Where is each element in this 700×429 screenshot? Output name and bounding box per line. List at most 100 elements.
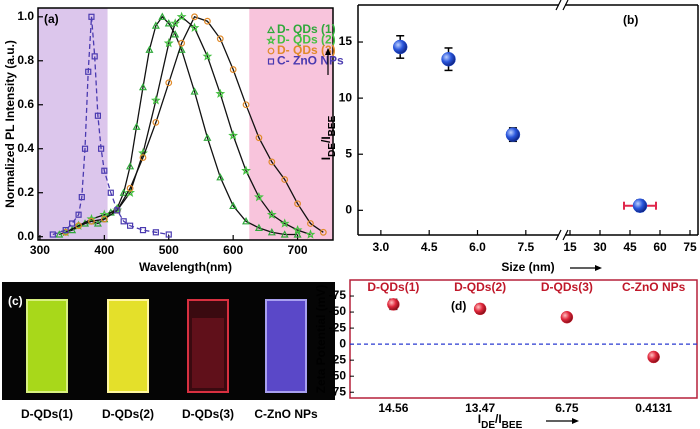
legend-label: D- QDs (2) xyxy=(277,33,336,47)
legend-marker xyxy=(267,58,275,65)
x-tick-label: 7.5 xyxy=(517,240,534,254)
marker xyxy=(107,189,114,196)
x-axis-label: Wavelength(nm) xyxy=(139,260,232,274)
x-label-arrowhead xyxy=(595,265,602,271)
x-tick-label: 14.56 xyxy=(378,401,408,415)
axis-label: IDE/IBEE xyxy=(319,115,338,160)
marker xyxy=(229,66,237,73)
x-tick-label: 30 xyxy=(593,240,607,254)
plot-frame xyxy=(349,279,698,399)
cuvette xyxy=(26,299,68,393)
top-label: D-QDs(3) xyxy=(541,280,593,294)
marker xyxy=(294,200,301,208)
marker xyxy=(266,209,277,219)
y-tick-label: 25 xyxy=(333,352,347,366)
y-tick-label: 0.2 xyxy=(17,185,34,199)
marker xyxy=(69,220,76,227)
label-part: /I xyxy=(495,412,502,426)
marker xyxy=(158,12,167,20)
marker xyxy=(241,165,251,176)
shaded-region xyxy=(38,8,108,240)
y-tick-label: 1.0 xyxy=(17,9,34,23)
y-tick-label: 0.0 xyxy=(17,229,34,243)
axis-break xyxy=(562,229,569,241)
marker xyxy=(94,112,102,119)
point xyxy=(560,310,574,324)
marker xyxy=(216,173,225,181)
marker xyxy=(138,82,147,91)
legend-marker xyxy=(266,35,276,45)
caption: D-QDs(2) xyxy=(102,407,154,421)
label-part: I xyxy=(319,157,333,160)
y-tick-label: 0.6 xyxy=(17,97,34,111)
marker xyxy=(85,68,92,75)
legend-label: D- QDs (1) xyxy=(277,22,336,36)
marker xyxy=(242,217,251,225)
series-line xyxy=(52,16,169,236)
panel-label: (a) xyxy=(44,12,59,26)
marker xyxy=(305,229,316,239)
top-label: C-ZnO NPs xyxy=(622,280,686,294)
marker xyxy=(88,217,95,225)
marker xyxy=(163,37,174,48)
marker xyxy=(267,228,276,236)
marker xyxy=(55,230,64,238)
point xyxy=(647,350,660,364)
y-tick-label: 0.4 xyxy=(17,141,34,155)
panel-label: (d) xyxy=(451,299,466,313)
marker xyxy=(81,145,89,152)
y-tick-label: -75 xyxy=(329,288,347,302)
marker xyxy=(202,51,213,61)
marker xyxy=(101,167,108,174)
marker xyxy=(126,162,135,170)
x-tick-label: 300 xyxy=(30,243,50,257)
marker xyxy=(319,228,327,236)
marker xyxy=(152,118,160,126)
marker xyxy=(190,87,199,95)
y-tick-label: 5 xyxy=(345,146,352,160)
marker xyxy=(203,17,211,25)
x-tick-label: 60 xyxy=(653,240,667,254)
series-line xyxy=(59,15,298,236)
marker xyxy=(254,223,263,232)
x-tick-label: 400 xyxy=(94,243,114,257)
marker xyxy=(152,229,159,236)
marker xyxy=(126,184,134,192)
y-tick-label: 0 xyxy=(345,202,352,216)
marker xyxy=(165,231,172,238)
y-tick-label: 10 xyxy=(339,90,353,104)
marker xyxy=(150,95,161,105)
marker xyxy=(119,188,128,196)
marker xyxy=(120,218,127,225)
marker xyxy=(229,201,238,210)
caption: D-QDs(3) xyxy=(182,407,234,421)
caption: D-QDs(1) xyxy=(21,407,73,421)
label-part: BEE xyxy=(502,420,523,429)
marker xyxy=(139,227,147,234)
marker xyxy=(75,222,82,230)
marker xyxy=(100,215,108,223)
marker xyxy=(62,227,69,234)
marker xyxy=(98,145,105,152)
marker xyxy=(171,30,180,38)
y-tick-label: -25 xyxy=(329,320,347,334)
marker xyxy=(189,22,200,32)
y-axis-label: Zeta Potential (mV) xyxy=(314,285,328,394)
top-label: D-QDs(2) xyxy=(454,280,506,294)
marker xyxy=(91,53,98,60)
x-tick-label: 700 xyxy=(288,243,308,257)
point xyxy=(505,127,521,142)
marker xyxy=(49,231,56,238)
x-tick-label: 6.75 xyxy=(555,401,579,415)
y-tick-label: 0 xyxy=(339,336,346,350)
marker xyxy=(254,191,264,202)
legend-label: D- QDs (3) xyxy=(277,43,336,57)
point xyxy=(392,39,408,55)
x-tick-label: 600 xyxy=(223,243,243,257)
y-tick-label: 75 xyxy=(333,384,347,398)
x-tick-label: 6.0 xyxy=(469,240,486,254)
marker xyxy=(281,176,289,183)
legend-marker xyxy=(267,47,275,55)
panel-label: (c) xyxy=(8,294,23,308)
